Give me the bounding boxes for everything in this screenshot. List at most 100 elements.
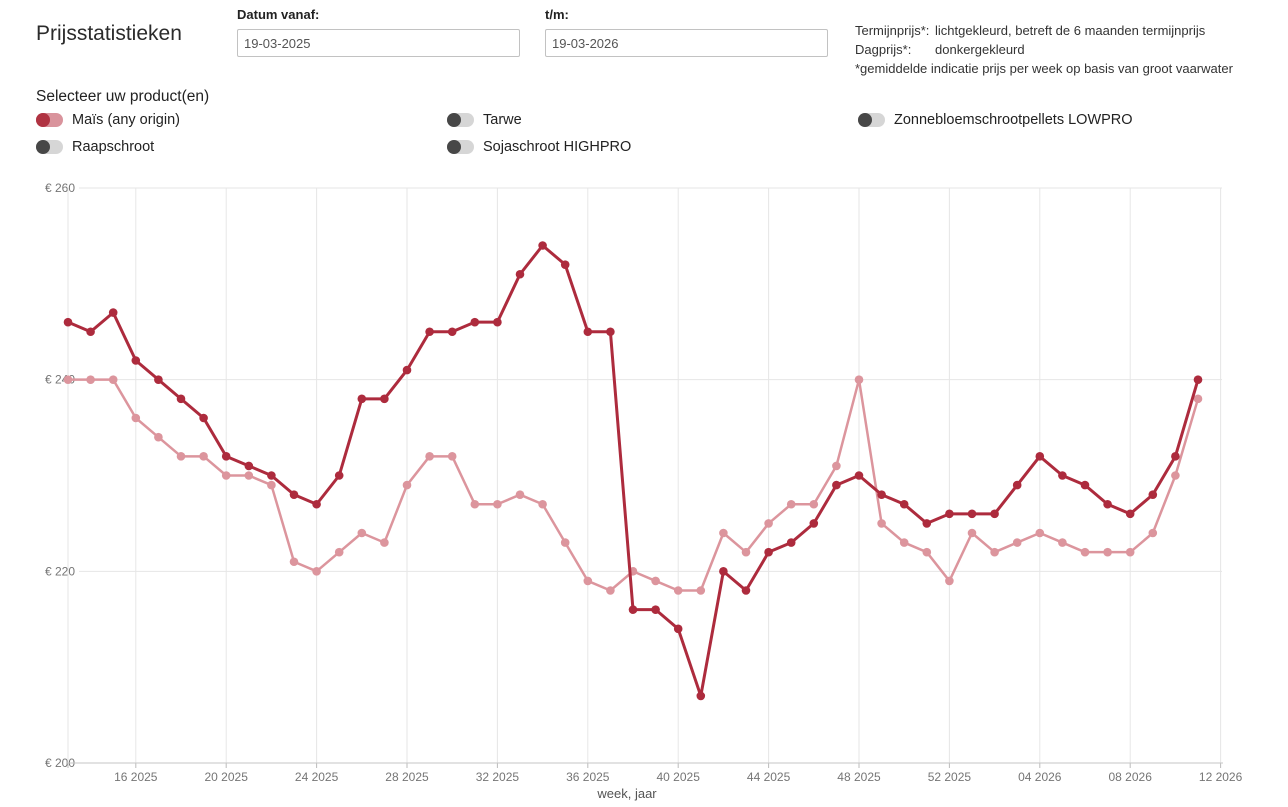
x-tick-label: 16 2025 xyxy=(114,770,158,784)
x-tick-label: 44 2025 xyxy=(747,770,791,784)
series-line-0 xyxy=(68,378,1200,592)
data-point xyxy=(402,480,412,490)
data-point xyxy=(493,317,502,327)
data-point xyxy=(877,490,886,499)
data-point xyxy=(63,375,73,384)
data-point xyxy=(312,499,321,509)
data-point xyxy=(154,375,163,384)
data-point xyxy=(267,480,276,490)
data-point xyxy=(696,586,706,595)
x-tick-label: 24 2025 xyxy=(295,770,339,784)
data-point xyxy=(945,576,954,586)
data-point xyxy=(1103,499,1112,509)
data-point xyxy=(764,519,773,528)
data-point xyxy=(786,538,796,547)
data-point xyxy=(221,452,231,461)
toggle-knob-icon xyxy=(36,113,50,127)
data-point xyxy=(176,394,186,404)
data-point xyxy=(538,499,547,509)
data-point xyxy=(1080,547,1090,557)
data-point xyxy=(583,327,593,337)
data-point xyxy=(108,308,118,317)
data-point xyxy=(267,471,276,480)
data-point xyxy=(402,365,412,375)
data-point xyxy=(945,509,954,519)
data-point xyxy=(447,452,457,461)
data-point xyxy=(1148,490,1158,499)
data-point xyxy=(832,461,841,471)
data-point xyxy=(606,327,615,337)
data-point xyxy=(741,547,751,557)
toggle-switch-icon xyxy=(858,113,885,127)
data-point xyxy=(470,317,480,327)
legend-footnote: *gemiddelde indicatie prijs per week op … xyxy=(855,61,1233,76)
x-tick-label: 36 2025 xyxy=(566,770,610,784)
series-line-1 xyxy=(67,244,1200,698)
y-tick-label: € 200 xyxy=(45,756,75,770)
data-point xyxy=(289,557,299,567)
toggle-knob-icon xyxy=(36,140,50,154)
data-point xyxy=(854,375,864,384)
data-point xyxy=(221,471,231,480)
legend-day-desc: donkergekleurd xyxy=(935,42,1025,57)
product-toggle-tarwe[interactable]: Tarwe xyxy=(447,112,522,128)
toggle-switch-icon xyxy=(36,140,63,154)
data-point xyxy=(560,260,570,269)
data-point xyxy=(447,327,457,337)
data-point xyxy=(108,375,118,384)
date-to-input[interactable] xyxy=(545,29,828,57)
toggle-switch-icon xyxy=(447,113,474,127)
product-label: Sojaschroot HIGHPRO xyxy=(483,139,632,155)
product-toggle-raapschroot[interactable]: Raapschroot xyxy=(36,139,154,155)
product-toggle-sojaschroot-highpro[interactable]: Sojaschroot HIGHPRO xyxy=(447,139,631,155)
page-title: Prijsstatistieken xyxy=(36,22,182,45)
data-point xyxy=(1148,528,1158,538)
data-point xyxy=(1193,394,1203,404)
data-point xyxy=(199,413,208,423)
legend-term-desc: lichtgekleurd, betreft de 6 maanden term… xyxy=(935,23,1206,38)
data-point xyxy=(1035,528,1045,538)
x-tick-label: 12 2026 xyxy=(1199,770,1243,784)
data-point xyxy=(357,394,367,404)
data-point xyxy=(854,471,864,480)
data-point xyxy=(425,327,434,337)
legend-term-label: Termijnprijs*: xyxy=(855,23,930,38)
data-point xyxy=(1125,509,1135,519)
date-from-input[interactable] xyxy=(237,29,520,57)
x-tick-label: 04 2026 xyxy=(1018,770,1062,784)
data-point xyxy=(380,394,389,404)
data-point xyxy=(493,499,502,509)
legend-term-row: Termijnprijs*: lichtgekleurd, betreft de … xyxy=(855,21,1233,40)
data-point xyxy=(470,499,480,509)
data-point xyxy=(877,519,886,528)
date-to-group: t/m: xyxy=(545,7,828,57)
data-point xyxy=(651,576,660,586)
x-tick-label: 20 2025 xyxy=(205,770,249,784)
data-point xyxy=(334,547,344,557)
y-tick-label: € 240 xyxy=(45,373,75,387)
date-from-group: Datum vanaf: xyxy=(237,7,520,57)
data-point xyxy=(176,452,186,461)
toggle-switch-icon xyxy=(447,140,474,154)
data-point xyxy=(63,317,73,327)
x-tick-label: 28 2025 xyxy=(385,770,429,784)
data-point xyxy=(922,547,932,557)
x-tick-label: 32 2025 xyxy=(476,770,520,784)
data-point xyxy=(809,499,819,509)
data-point xyxy=(1035,452,1045,461)
data-point xyxy=(1171,452,1180,461)
data-point xyxy=(1171,471,1180,480)
data-point xyxy=(86,375,95,384)
product-toggle-zonnebloemschrootpellets-lowpro[interactable]: Zonnebloemschrootpellets LOWPRO xyxy=(858,112,1133,128)
data-point xyxy=(1125,547,1135,557)
date-from-label: Datum vanaf: xyxy=(237,7,320,22)
data-point xyxy=(967,509,977,519)
data-point xyxy=(1193,375,1203,384)
x-tick-label: 48 2025 xyxy=(837,770,881,784)
product-toggle-ma-s-any-origin[interactable]: Maïs (any origin) xyxy=(36,112,180,128)
data-point xyxy=(425,452,434,461)
date-to-label: t/m: xyxy=(545,7,569,22)
data-point xyxy=(515,269,525,279)
data-point xyxy=(131,413,141,423)
